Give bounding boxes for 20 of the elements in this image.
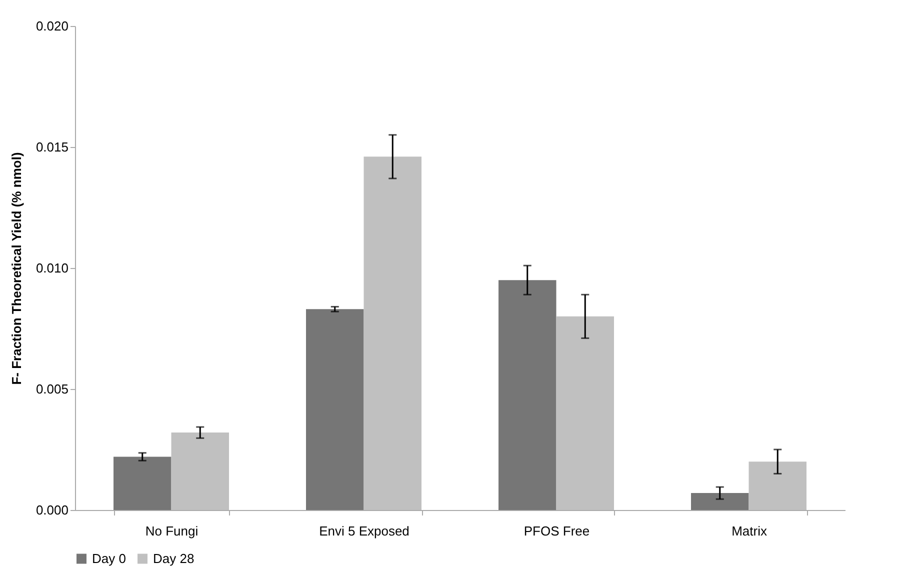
bar bbox=[498, 280, 556, 510]
bar bbox=[364, 156, 422, 510]
y-tick-label: 0.020 bbox=[36, 18, 68, 34]
legend-label: Day 28 bbox=[153, 550, 194, 566]
y-tick-label: 0.010 bbox=[36, 260, 68, 276]
bar bbox=[306, 309, 364, 510]
x-tick-label: Matrix bbox=[732, 524, 768, 538]
y-tick-label: 0.005 bbox=[36, 382, 68, 396]
bar bbox=[748, 462, 806, 510]
legend-label: Day 0 bbox=[92, 550, 126, 566]
x-tick-label: No Fungi bbox=[145, 524, 198, 538]
y-axis-title: F- Fraction Theoretical Yield (% nmol) bbox=[8, 152, 24, 385]
y-tick-label: 0.015 bbox=[36, 140, 68, 154]
y-tick-label: 0.000 bbox=[36, 502, 68, 518]
bar bbox=[114, 456, 172, 510]
bar bbox=[171, 432, 229, 510]
bar bbox=[556, 316, 614, 510]
x-tick-label: PFOS Free bbox=[524, 524, 590, 538]
x-tick-label: Envi 5 Exposed bbox=[319, 524, 410, 538]
bar bbox=[691, 493, 749, 510]
